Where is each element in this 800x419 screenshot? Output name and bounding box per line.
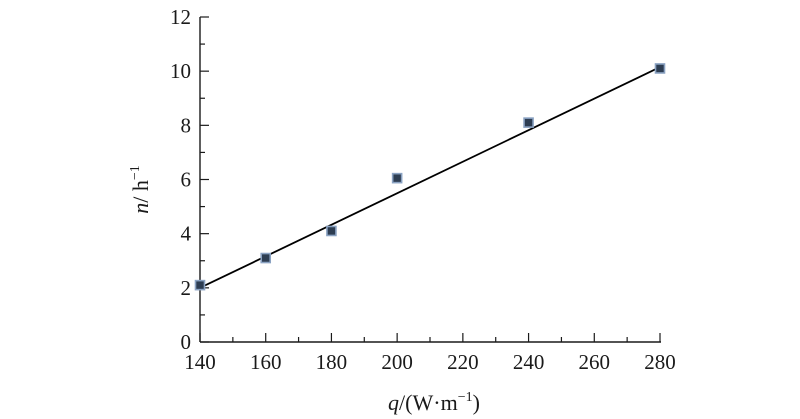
y-tick-label: 8: [181, 113, 192, 137]
y-ticks: 0 2 4 6 8 10 12: [170, 5, 209, 354]
y-axis-unit-exponent: −1: [128, 165, 143, 180]
x-ticks: 140 160 180 200 220 240 260 280: [184, 333, 676, 374]
data-point: [194, 279, 206, 291]
axes: [199, 17, 661, 343]
data-point: [654, 63, 666, 74]
y-tick-label: 4: [181, 222, 192, 246]
x-axis-label: q/(W·m−1): [388, 390, 480, 415]
y-tick-label: 10: [170, 59, 191, 83]
fit-line: [199, 66, 661, 289]
x-axis-close-paren: ): [473, 390, 480, 415]
y-tick-label: 6: [181, 168, 192, 192]
data-points: [194, 63, 666, 291]
x-tick-label: 220: [447, 350, 479, 374]
x-axis-unit-exponent: −1: [458, 390, 473, 405]
y-axis-variable: n: [128, 203, 153, 214]
x-tick-label: 160: [250, 350, 282, 374]
y-tick-label: 0: [181, 330, 192, 354]
x-tick-label: 240: [513, 350, 545, 374]
data-point: [260, 252, 272, 264]
data-point: [523, 117, 534, 128]
y-axis-unit: / h: [128, 180, 153, 203]
x-tick-label: 180: [316, 350, 348, 374]
x-tick-label: 260: [579, 350, 611, 374]
data-point: [391, 172, 403, 184]
x-tick-label: 200: [381, 350, 413, 374]
data-point: [326, 225, 337, 237]
y-axis-label: n/ h−1: [128, 165, 153, 214]
y-tick-label: 12: [170, 5, 191, 29]
x-axis-unit: /(W·m: [399, 390, 458, 415]
x-tick-label: 140: [184, 350, 216, 374]
x-tick-label: 280: [644, 350, 676, 374]
x-axis-variable: q: [388, 390, 399, 415]
y-tick-label: 2: [181, 276, 192, 300]
